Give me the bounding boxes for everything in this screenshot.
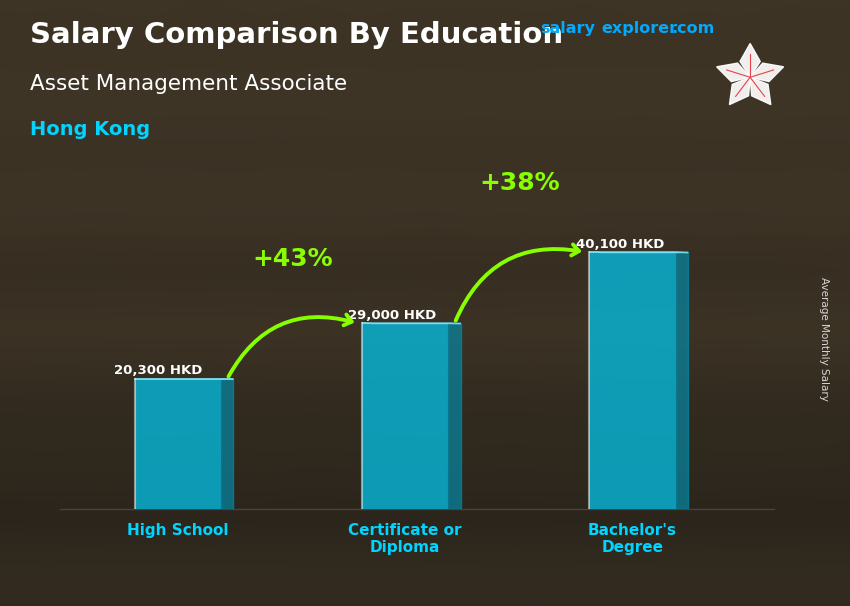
- Polygon shape: [740, 44, 760, 77]
- Text: Salary Comparison By Education: Salary Comparison By Education: [30, 21, 563, 49]
- Text: 40,100 HKD: 40,100 HKD: [575, 238, 664, 250]
- Text: explorer: explorer: [601, 21, 677, 36]
- Bar: [134, 379, 221, 509]
- Polygon shape: [676, 252, 688, 509]
- Text: Average Monthly Salary: Average Monthly Salary: [819, 278, 829, 401]
- Polygon shape: [750, 63, 784, 82]
- Polygon shape: [717, 63, 750, 82]
- Text: .com: .com: [672, 21, 715, 36]
- Text: +38%: +38%: [479, 171, 560, 195]
- Text: Hong Kong: Hong Kong: [30, 120, 150, 139]
- Text: salary: salary: [540, 21, 595, 36]
- Bar: [589, 252, 676, 509]
- Text: Asset Management Associate: Asset Management Associate: [30, 74, 347, 94]
- Text: 29,000 HKD: 29,000 HKD: [348, 308, 437, 322]
- Bar: [362, 323, 448, 509]
- Text: +43%: +43%: [252, 247, 332, 271]
- Polygon shape: [448, 323, 461, 509]
- Polygon shape: [729, 77, 750, 105]
- Polygon shape: [750, 77, 771, 105]
- Text: 20,300 HKD: 20,300 HKD: [114, 364, 202, 378]
- Polygon shape: [221, 379, 234, 509]
